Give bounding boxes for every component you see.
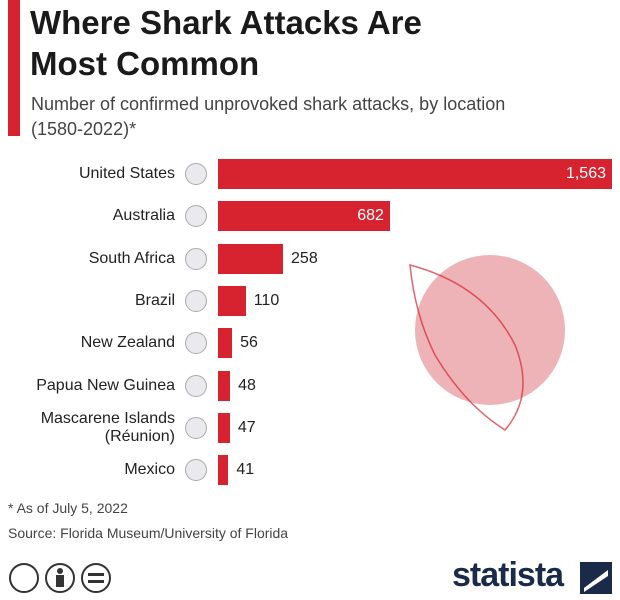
label: Papua New Guinea <box>36 376 175 394</box>
flag <box>185 247 207 270</box>
bar <box>218 370 231 401</box>
flag <box>185 332 207 355</box>
label: Australia <box>112 207 175 225</box>
brand-logo <box>580 562 612 594</box>
flag <box>185 459 207 482</box>
flag <box>185 163 207 185</box>
value-label: 682 <box>357 207 384 225</box>
chart-subtitle: Number of confirmed unprovoked shark att… <box>31 94 506 139</box>
bar <box>218 412 230 443</box>
label: Mascarene Islands (Réunion) <box>40 409 175 445</box>
value-label: 47 <box>237 418 256 436</box>
value-label: 1,563 <box>565 165 606 182</box>
brand: statista <box>452 556 564 594</box>
label: United States <box>78 165 175 182</box>
value-label: 258 <box>291 249 318 267</box>
flag <box>185 289 207 312</box>
bar <box>218 201 390 232</box>
label: Brazil <box>134 291 175 309</box>
flag <box>185 416 207 439</box>
chart-title: Where Shark Attacks Are Most Common <box>30 4 422 82</box>
bar <box>218 243 284 274</box>
value-label: 56 <box>240 334 258 352</box>
source: Source: Florida Museum/University of Flo… <box>8 525 289 541</box>
accent-bar <box>8 0 20 136</box>
value-label: 110 <box>253 291 280 309</box>
license-icons <box>9 563 111 593</box>
flag <box>185 374 207 397</box>
label: New Zealand <box>80 334 175 352</box>
label: South Africa <box>88 249 175 267</box>
shark-decoration <box>409 255 565 431</box>
bar <box>218 285 246 316</box>
bar <box>218 328 233 359</box>
bar <box>218 455 229 486</box>
bar <box>218 159 612 189</box>
value-label: 48 <box>238 376 256 394</box>
flag <box>185 205 207 228</box>
label: Mexico <box>124 461 175 479</box>
value-label: 41 <box>236 461 255 479</box>
footnote: * As of July 5, 2022 <box>8 500 128 516</box>
